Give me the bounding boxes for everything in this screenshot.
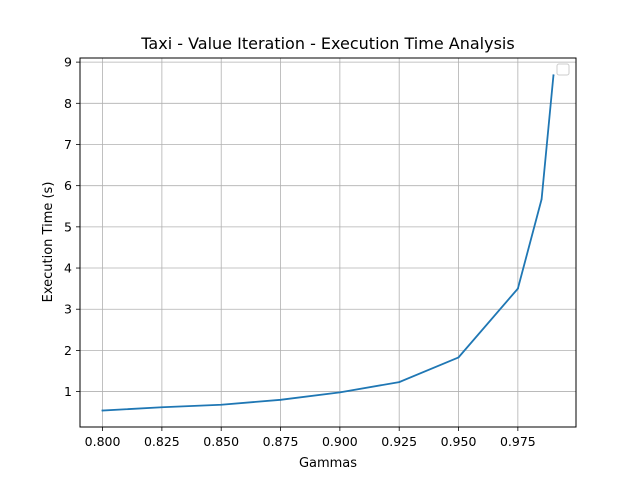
x-axis-ticks: 0.800 0.825 0.850 0.875 0.900 0.925 0.950 0.975 <box>85 427 536 449</box>
data-point <box>160 406 163 409</box>
x-tick-label: 0.950 <box>441 434 477 449</box>
x-tick-label: 0.925 <box>381 434 417 449</box>
data-point <box>552 74 555 77</box>
data-point <box>540 198 543 201</box>
x-tick-label: 0.825 <box>144 434 180 449</box>
y-tick-label: 9 <box>64 55 72 70</box>
series-line <box>101 74 555 412</box>
data-point <box>398 381 401 384</box>
x-tick-label: 0.850 <box>203 434 239 449</box>
y-tick-label: 7 <box>64 137 72 152</box>
plot-frame <box>79 57 577 428</box>
data-point <box>457 356 460 359</box>
data-point <box>338 391 341 394</box>
data-point <box>220 403 223 406</box>
y-tick-label: 8 <box>64 96 72 111</box>
legend-box <box>556 63 570 76</box>
x-tick-label: 0.875 <box>263 434 299 449</box>
data-point <box>516 287 519 290</box>
grid-lines <box>80 58 576 427</box>
data-series <box>101 74 555 412</box>
y-tick-label: 1 <box>64 384 72 399</box>
data-point <box>101 409 104 412</box>
x-axis-label: Gammas <box>299 456 357 471</box>
y-axis-label: Execution Time (s) <box>41 182 56 303</box>
y-tick-label: 3 <box>64 302 72 317</box>
y-tick-label: 2 <box>64 343 72 358</box>
y-axis-ticks: 1 2 3 4 5 6 7 8 9 <box>64 55 80 399</box>
x-tick-label: 0.975 <box>500 434 536 449</box>
y-tick-label: 4 <box>64 261 72 276</box>
data-point <box>279 398 282 401</box>
y-tick-label: 5 <box>64 219 72 234</box>
x-tick-label: 0.900 <box>322 434 358 449</box>
y-tick-label: 6 <box>64 178 72 193</box>
chart-title: Taxi - Value Iteration - Execution Time … <box>140 34 514 53</box>
x-tick-label: 0.800 <box>85 434 121 449</box>
